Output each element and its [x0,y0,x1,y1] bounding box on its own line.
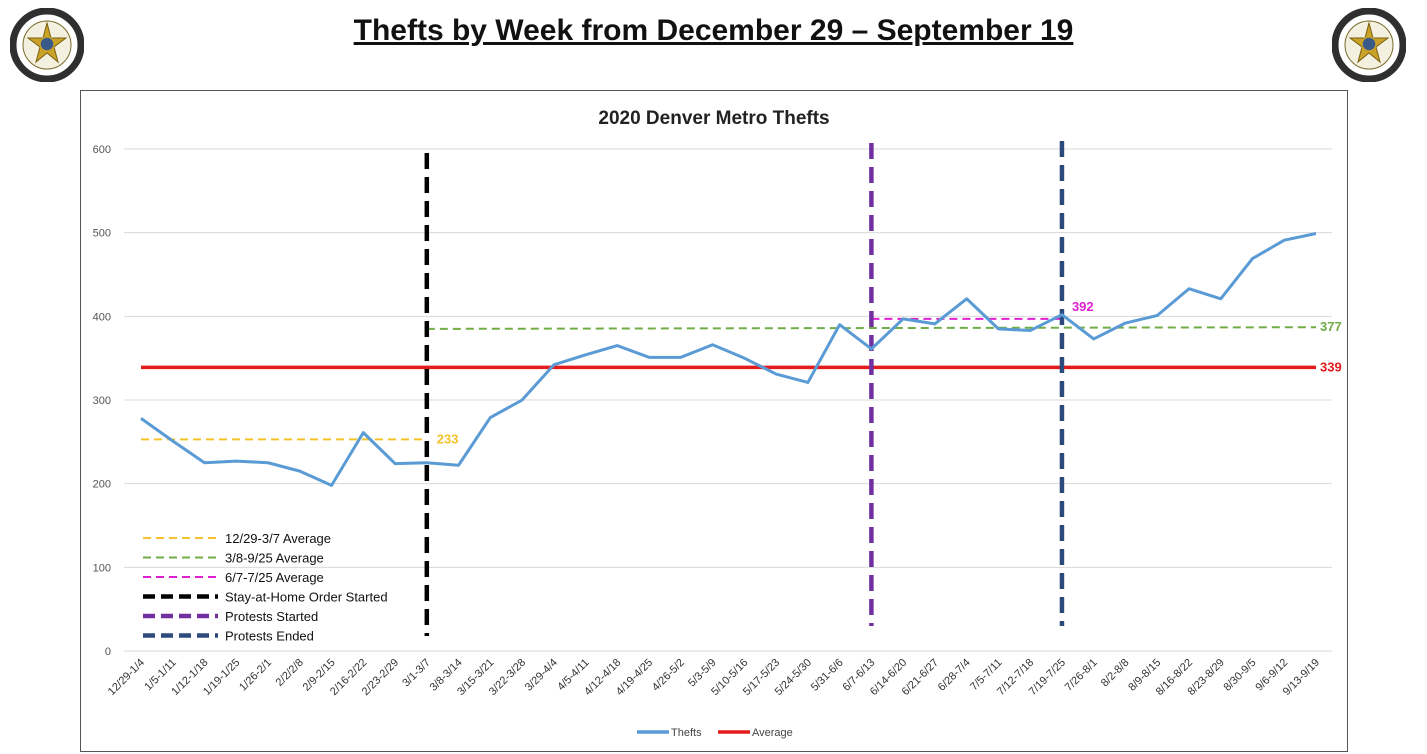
y-tick-label: 400 [93,311,111,323]
x-tick-label: 12/29-1/4 [106,657,147,698]
chart-frame: 2020 Denver Metro Thefts 0 100 200 300 400 500… [80,90,1348,752]
x-tick-label: 3/29-4/4 [523,657,560,694]
x-tick-label: 5/31-6/6 [809,657,846,694]
period-average-label-2: 377 [1320,319,1342,334]
x-tick-label: 7/26-8/1 [1063,657,1100,694]
page-title: Thefts by Week from December 29 – Septem… [353,14,1074,47]
inner-legend-label: Stay-at-Home Order Started [225,590,388,605]
x-tick-label: 8/30-9/5 [1222,657,1259,694]
y-tick-label: 300 [93,395,111,407]
y-tick-label: 600 [93,144,111,156]
y-tick-label: 0 [105,646,111,658]
legend-label-thefts: Thefts [671,727,702,739]
period-average-label-3: 392 [1072,299,1094,314]
overall-average-label: 339 [1320,359,1342,374]
period-average-label-1: 233 [437,431,459,446]
thefts-series-line [140,232,1317,487]
line-chart: 2020 Denver Metro Thefts 0 100 200 300 400 500… [93,108,1342,739]
legend-label-average: Average [752,727,793,739]
inner-legend-label: 12/29-3/7 Average [225,531,331,546]
task-force-seal-left [10,8,84,82]
x-tick-label: 6/28-7/4 [936,657,973,694]
y-tick-label: 100 [93,562,111,574]
period-average-line-2 [426,326,1317,330]
x-tick-label: 1/26-2/1 [237,657,274,694]
inner-legend-label: 6/7-7/25 Average [225,570,324,585]
y-tick-label: 200 [93,479,111,491]
inner-legend-label: Protests Ended [225,629,314,644]
task-force-seal-right [1332,8,1406,82]
inner-legend-label: Protests Started [225,609,318,624]
y-tick-label: 500 [93,228,111,240]
chart-title: 2020 Denver Metro Thefts [598,108,829,129]
inner-legend-label: 3/8-9/25 Average [225,551,324,566]
x-tick-label: 4/26-5/2 [650,657,687,694]
